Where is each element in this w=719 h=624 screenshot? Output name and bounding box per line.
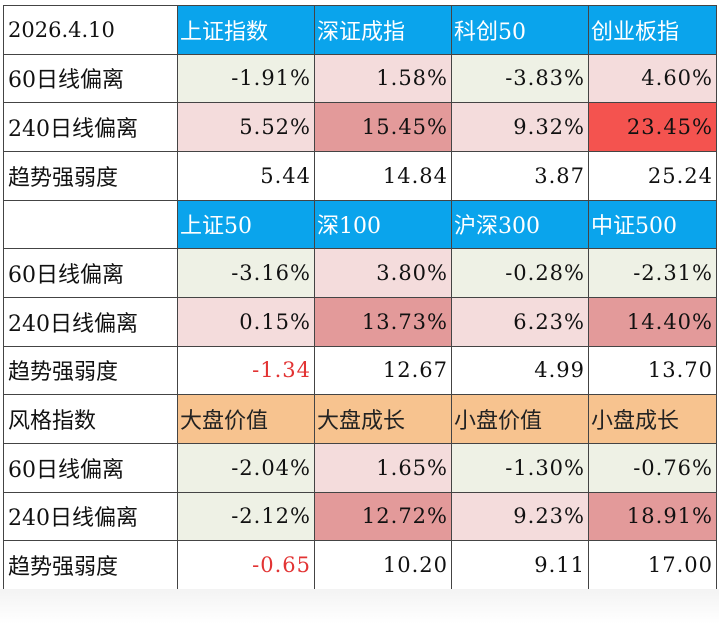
- row-label: 趋势强弱度: [4, 151, 178, 201]
- value-cell: -1.91%: [178, 54, 315, 104]
- value-cell: 25.24: [589, 151, 717, 201]
- bottom-margin: [0, 589, 719, 624]
- value-cell: 17.00: [589, 541, 717, 590]
- value-cell: -0.65: [178, 541, 315, 590]
- value-cell: 13.70: [589, 346, 717, 396]
- value-cell: -3.16%: [178, 249, 315, 298]
- value-cell: 14.40%: [589, 297, 717, 347]
- value-cell: 6.23%: [452, 297, 589, 347]
- value-cell: 5.44: [178, 151, 315, 201]
- column-header: 大盘价值: [178, 395, 315, 444]
- value-cell: 3.87: [452, 151, 589, 201]
- row-label: 60日线偏离: [4, 443, 178, 493]
- value-cell: 10.20: [315, 541, 452, 590]
- value-cell: 3.80%: [315, 249, 452, 298]
- value-cell: 1.58%: [315, 54, 452, 104]
- column-header: 创业板指: [589, 6, 717, 55]
- row-label: 60日线偏离: [4, 249, 178, 298]
- value-cell: 4.99: [452, 346, 589, 396]
- row-label: 240日线偏离: [4, 492, 178, 542]
- row-label: 240日线偏离: [4, 103, 178, 152]
- row-label: 趋势强弱度: [4, 346, 178, 396]
- report-date: 2026.4.10: [4, 6, 178, 55]
- column-header: 科创50: [452, 6, 589, 55]
- value-cell: -1.30%: [452, 443, 589, 493]
- value-cell: -2.04%: [178, 443, 315, 493]
- value-cell: 13.73%: [315, 297, 452, 347]
- column-header: 小盘价值: [452, 395, 589, 444]
- row-label: 趋势强弱度: [4, 541, 178, 590]
- value-cell: 9.32%: [452, 103, 589, 152]
- value-cell: 12.72%: [315, 492, 452, 542]
- value-cell: -0.28%: [452, 249, 589, 298]
- column-header: 深100: [315, 200, 452, 250]
- value-cell: -0.76%: [589, 443, 717, 493]
- index-deviation-table: 2026.4.10 上证指数 深证成指 科创50 创业板指 60日线偏离 -1.91% 1.5…: [3, 5, 717, 590]
- value-cell: 18.91%: [589, 492, 717, 542]
- row-label: 240日线偏离: [4, 297, 178, 347]
- column-header: 小盘成长: [589, 395, 717, 444]
- value-cell: 15.45%: [315, 103, 452, 152]
- value-cell: 5.52%: [178, 103, 315, 152]
- value-cell: 9.11: [452, 541, 589, 590]
- value-cell: 4.60%: [589, 54, 717, 104]
- row-label: 60日线偏离: [4, 54, 178, 104]
- value-cell: -3.83%: [452, 54, 589, 104]
- column-header: 大盘成长: [315, 395, 452, 444]
- blank-corner: [4, 200, 178, 250]
- column-header: 深证成指: [315, 6, 452, 55]
- value-cell: 14.84: [315, 151, 452, 201]
- column-header: 沪深300: [452, 200, 589, 250]
- value-cell: 23.45%: [589, 103, 717, 152]
- value-cell: 1.65%: [315, 443, 452, 493]
- column-header: 上证指数: [178, 6, 315, 55]
- value-cell: 12.67: [315, 346, 452, 396]
- value-cell: 0.15%: [178, 297, 315, 347]
- value-cell: -1.34: [178, 346, 315, 396]
- column-header: 上证50: [178, 200, 315, 250]
- section-title: 风格指数: [4, 395, 178, 444]
- column-header: 中证500: [589, 200, 717, 250]
- value-cell: -2.31%: [589, 249, 717, 298]
- value-cell: -2.12%: [178, 492, 315, 542]
- value-cell: 9.23%: [452, 492, 589, 542]
